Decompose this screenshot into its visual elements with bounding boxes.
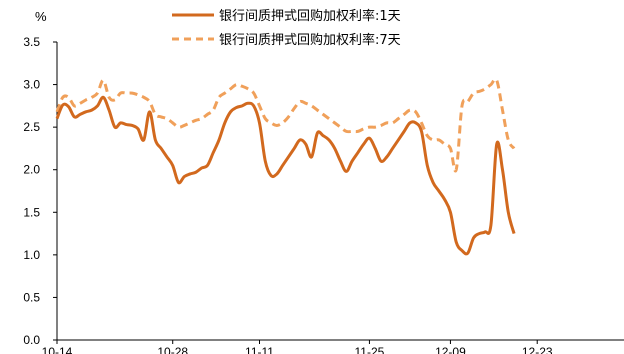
y-tick-label: 0.5: [23, 290, 40, 304]
y-unit-label: %: [35, 9, 47, 24]
series-line-1d: [55, 95, 516, 256]
y-axis: 0.0 0.5 1.0 1.5 2.0 2.5 3.0 3.5: [23, 35, 58, 347]
legend-label-1d: 银行间质押式回购加权利率:1天: [219, 8, 401, 24]
series-line-7d: [55, 77, 516, 173]
x-tick-label: 12-09: [435, 345, 466, 354]
x-tick-label: 11-11: [245, 345, 274, 354]
y-tick-label: 3.5: [23, 35, 40, 49]
y-tick-label: 0.0: [23, 333, 40, 347]
x-tick-label: 10-14: [42, 345, 73, 354]
x-tick-label: 11-25: [355, 345, 385, 354]
y-tick-label: 3.0: [23, 78, 40, 92]
x-tick-label: 10-28: [157, 345, 188, 354]
y-tick-label: 1.0: [23, 248, 40, 262]
x-axis: 10-14 10-28 11-11 11-25 12-09 12-23: [42, 339, 624, 354]
legend: 银行间质押式回购加权利率:1天 银行间质押式回购加权利率:7天: [172, 8, 401, 48]
x-tick-label: 12-23: [522, 345, 553, 354]
series-layer: [55, 77, 516, 256]
y-tick-label: 1.5: [23, 205, 40, 219]
y-tick-label: 2.5: [23, 120, 40, 134]
y-tick-label: 2.0: [23, 163, 40, 177]
legend-label-7d: 银行间质押式回购加权利率:7天: [219, 32, 401, 48]
